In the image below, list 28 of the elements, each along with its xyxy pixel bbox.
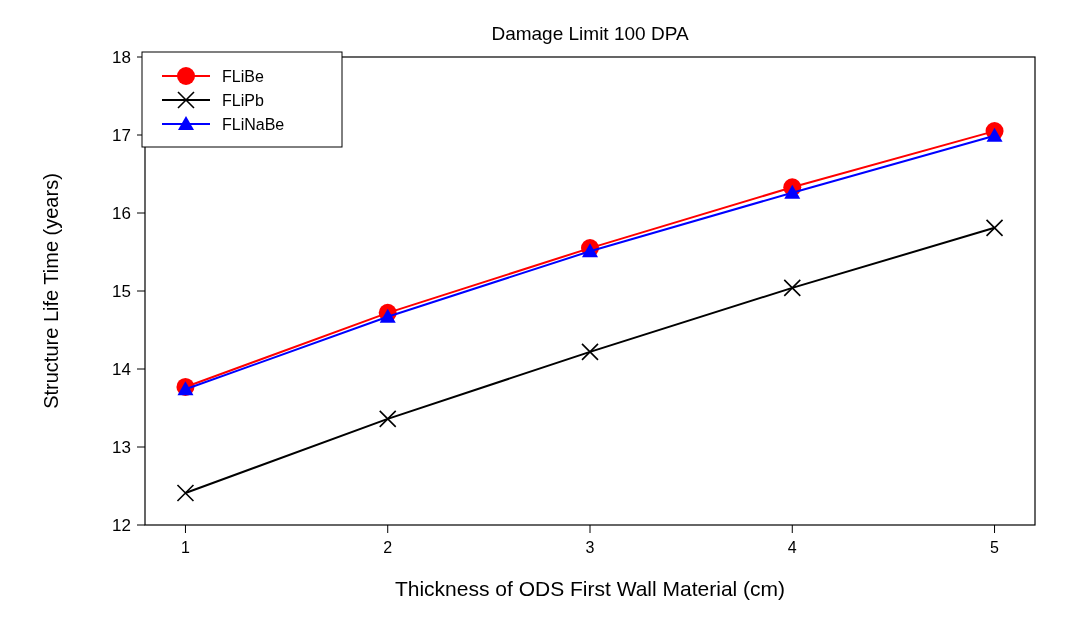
x-tick-label: 1 [181,539,190,556]
point [177,381,194,396]
y-tick-label: 12 [112,516,131,535]
y-tick-label: 13 [112,438,131,457]
legend-label: FLiNaBe [222,116,285,133]
point [582,243,598,258]
legend-label: FLiPb [222,92,264,109]
x-tick-label: 2 [383,539,393,556]
chart-title: Damage Limit 100 DPA [491,23,689,44]
point [581,343,599,361]
x-tick-label: 3 [585,539,595,556]
x-tick-label: 4 [787,539,797,556]
x-tick-label: 5 [990,539,1000,556]
point [985,219,1004,237]
x-axis-title: Thickness of ODS First Wall Material (cm) [394,577,786,600]
point [379,308,396,323]
legend-label: FLiBe [222,68,264,85]
point [176,484,195,502]
y-tick-label: 16 [112,204,131,223]
point [378,410,397,428]
y-tick-label: 15 [112,282,131,301]
y-axis-title: Structure Life Time (years) [40,173,62,409]
y-tick-label: 14 [112,360,131,379]
point [986,127,1003,142]
y-tick-label: 17 [112,126,131,145]
y-tick-label: 18 [112,48,131,67]
point [783,279,802,297]
point [784,184,801,199]
